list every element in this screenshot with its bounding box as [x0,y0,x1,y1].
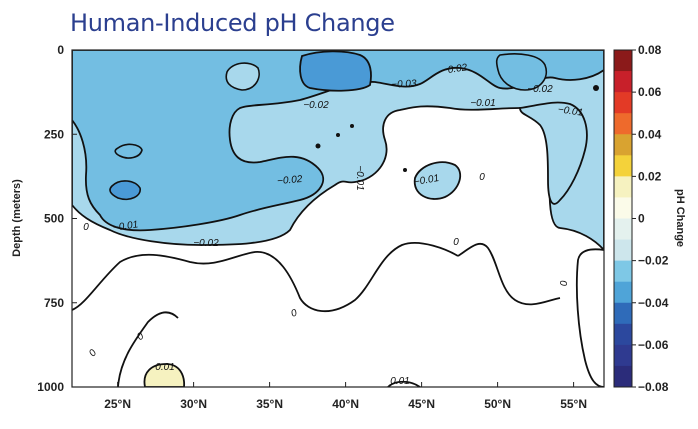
contour-fill-layer [72,50,604,387]
colorbar-swatch [614,155,632,177]
contour-region-minus-0.01-right [519,101,588,205]
axis-ticks: 25°N 30°N 35°N 40°N 45°N 50°N 55°N 0 250 500 750 10… [37,43,587,411]
y-tick-label: 0 [57,43,64,57]
x-tick-label: 40°N [332,397,359,411]
y-tick-label: 1000 [37,380,64,394]
contour-line-zero-left-bottom [117,311,179,387]
colorbar-tick-label: −0.04 [638,296,669,310]
colorbar-swatch [614,134,632,156]
contour-label: −0.02 [193,238,219,249]
contour-region-minus-0.02-main [72,50,604,232]
chart-title: Human-Induced pH Change [70,9,395,37]
contour-label: 0 [453,237,459,248]
contour-label: −0.01 [354,165,365,190]
y-tick-label: 250 [44,127,64,141]
colorbar-swatch [614,344,632,367]
contour-label: 0 [135,331,146,343]
colorbar-tick-label: 0.04 [638,127,662,141]
contour-line-zero-right-mid [457,243,561,306]
colorbar-tick-label: 0 [638,212,645,226]
colorbar-swatch [614,113,632,135]
contour-region-zero-island [225,62,260,91]
colorbar-swatch [614,218,632,241]
contour-region-plus-0.01 [143,363,185,387]
colorbar-tick-label: 0.02 [638,169,662,183]
colorbar-swatch [614,71,632,93]
colorbar-tick-label: 0.08 [638,43,662,57]
contour-label: −0.01 [112,219,139,233]
contour-line-zero-mid [72,242,459,313]
y-tick-label: 500 [44,212,64,226]
contour-region-minus-0.04-a [109,180,141,201]
colorbar: 0.08 0.06 0.04 0.02 0 −0.02 −0.04 −0.06 −0.08 [613,43,669,394]
contour-label: −0.01 [470,98,495,109]
contour-region-minus-0.03 [299,50,372,92]
contour-region-minus-0.01-island [413,161,462,200]
x-tick-label: 50°N [484,397,511,411]
contour-label: −0.02 [277,174,304,187]
contour-label: 0.01 [390,376,409,387]
colorbar-swatch [614,92,632,114]
y-axis-label: Depth (meters) [11,179,23,257]
contour-label: −0.03 [391,78,417,90]
colorbar-swatch [614,281,632,304]
x-tick-label: 55°N [560,397,587,411]
colorbar-swatch [614,365,632,388]
colorbar-swatch [614,239,632,262]
contour-label: −0.01 [557,104,584,118]
contour-label: 0 [479,172,485,183]
colorbar-swatch [614,323,632,346]
y-tick-label: 750 [44,296,64,310]
x-tick-label: 45°N [408,397,435,411]
colorbar-tick-label: −0.06 [638,338,669,352]
contour-line-plus-0.01 [387,380,421,387]
contour-region-minus-0.04-b [114,143,143,159]
colorbar-swatch [614,176,632,198]
colorbar-swatch [614,50,632,72]
colorbar-swatch [614,302,632,325]
contour-label: −0.02 [527,84,553,95]
contour-label: 0 [557,280,568,286]
colorbar-tick-label: 0.06 [638,85,662,99]
contour-label: 0.01 [155,362,174,373]
colorbar-swatch [614,260,632,283]
contour-label: −0.02 [441,62,468,76]
contour-label: 0 [83,222,89,233]
contour-line-zero-lower [575,248,604,387]
x-tick-label: 35°N [256,397,283,411]
colorbar-tick-label: −0.08 [638,380,669,394]
contour-label: −0.01 [413,173,440,188]
colorbar-swatch [614,197,632,219]
contour-label: 0 [87,347,99,359]
contour-labels: −0.02 −0.03 −0.02 −0.02 −0.01 −0.01 −0.02 −0.01… [83,62,583,387]
contour-region-minus-0.02-top-right [495,53,547,91]
contour-label: −0.02 [303,100,329,111]
colorbar-label: pH Change [674,189,686,247]
contour-label: 0 [290,307,299,319]
x-tick-label: 25°N [104,397,131,411]
x-tick-label: 30°N [180,397,207,411]
colorbar-tick-label: −0.02 [638,254,669,268]
